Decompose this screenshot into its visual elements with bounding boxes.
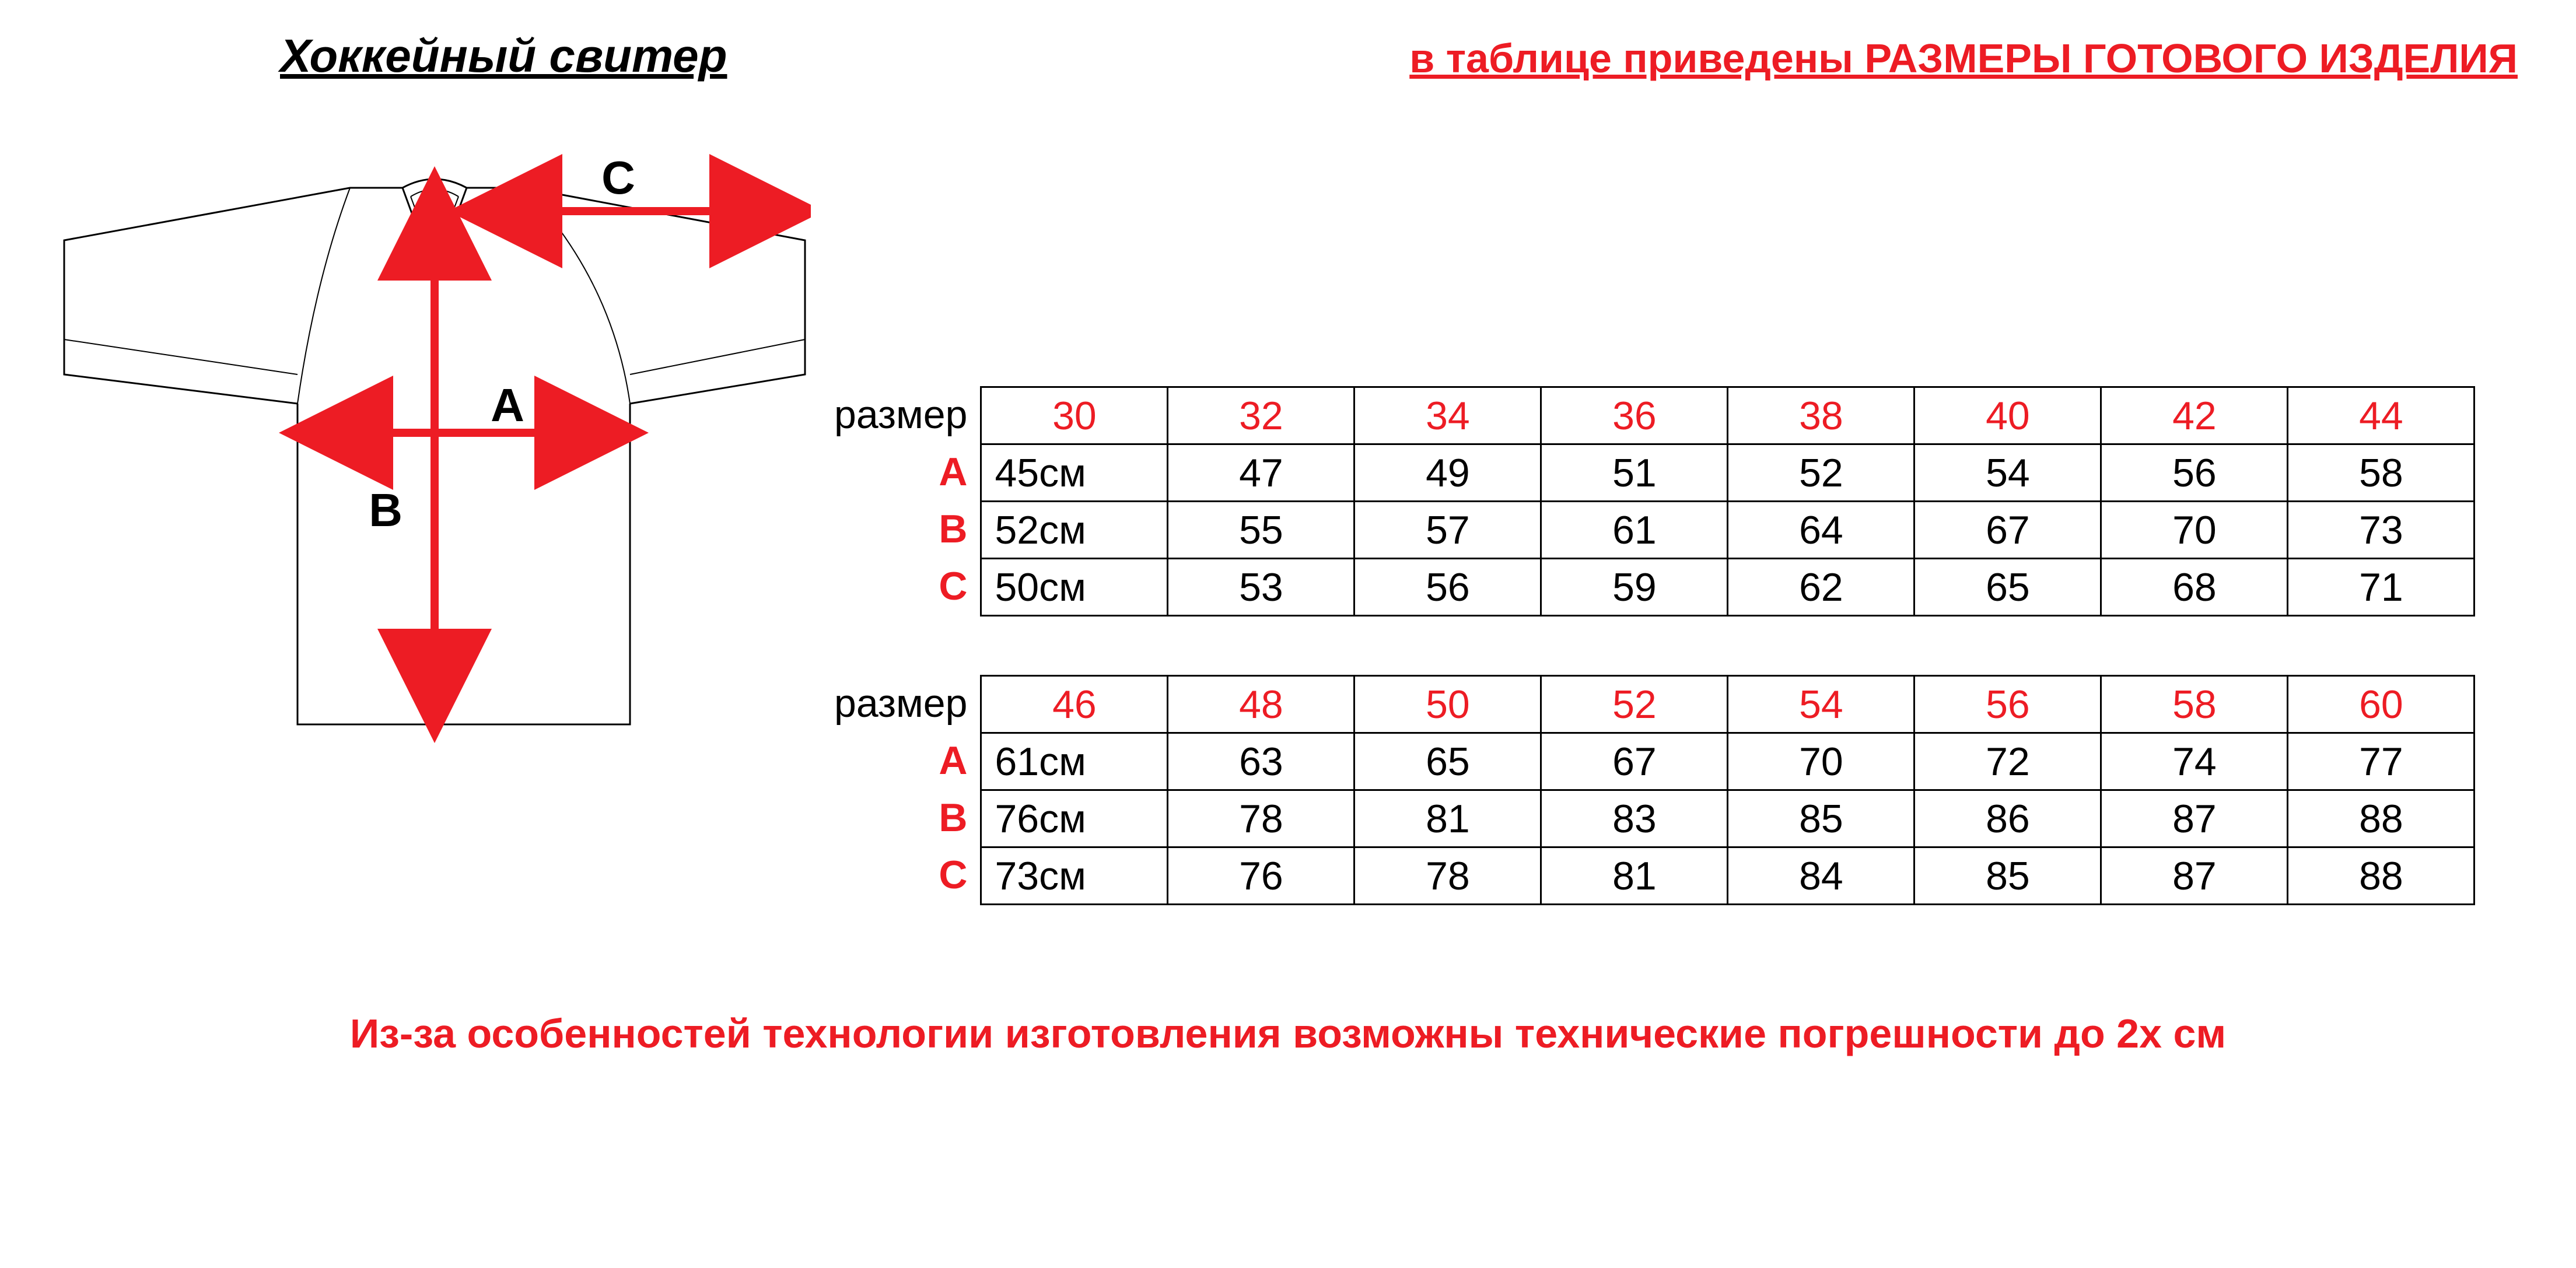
row-label-b: B <box>834 789 974 846</box>
table-row: 4648505254565860 <box>981 676 2474 733</box>
size-table-2: 4648505254565860 61см63656770727477 76см… <box>980 675 2475 905</box>
row-label-c: C <box>834 558 974 615</box>
diagram-label-a: A <box>491 379 524 431</box>
page-title: Хоккейный свитер <box>280 29 727 83</box>
table-note-header: в таблице приведены РАЗМЕРЫ ГОТОВОГО ИЗД… <box>1409 35 2518 82</box>
size-table-block-2: размер A B C 4648505254565860 61см636567… <box>834 675 2553 905</box>
row-labels-1: размер A B C <box>834 386 974 615</box>
table-row: 50см53565962656871 <box>981 559 2474 616</box>
row-labels-2: размер A B C <box>834 675 974 903</box>
diagram-label-b: B <box>369 484 402 536</box>
table-row: 73см76788184858788 <box>981 847 2474 905</box>
table-row: 45см47495152545658 <box>981 444 2474 502</box>
row-header-label: размер <box>834 675 974 732</box>
size-table-block-1: размер A B C 3032343638404244 45см474951… <box>834 386 2553 617</box>
footnote: Из-за особенностей технологии изготовлен… <box>23 1010 2553 1057</box>
table-row: 52см55576164677073 <box>981 502 2474 559</box>
row-label-b: B <box>834 500 974 558</box>
row-label-a: A <box>834 732 974 789</box>
diagram-label-c: C <box>601 152 635 204</box>
row-label-a: A <box>834 443 974 500</box>
row-label-c: C <box>834 846 974 903</box>
table-row: 76см78818385868788 <box>981 790 2474 847</box>
table-row: 61см63656770727477 <box>981 733 2474 790</box>
table-row: 3032343638404244 <box>981 387 2474 444</box>
jersey-diagram: C A B <box>23 106 811 748</box>
size-table-1: 3032343638404244 45см47495152545658 52см… <box>980 386 2475 617</box>
row-header-label: размер <box>834 386 974 443</box>
